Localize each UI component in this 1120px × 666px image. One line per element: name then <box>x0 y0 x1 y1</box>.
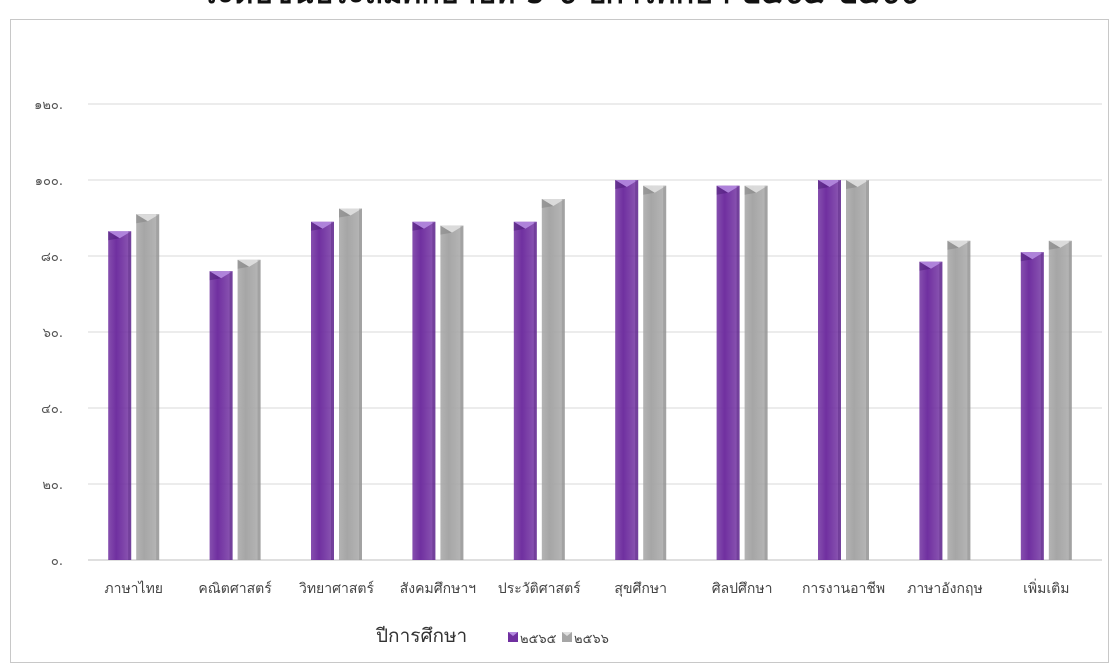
bar <box>846 180 869 560</box>
svg-text:๒๕๖๕: ๒๕๖๕ <box>520 632 557 647</box>
x-tick-label: ภาษาไทย <box>104 580 163 597</box>
bar <box>818 180 841 560</box>
bar <box>513 221 537 561</box>
legend-item: ๒๕๖๖ <box>562 632 609 647</box>
bar <box>339 208 362 560</box>
y-tick-label: ๐. <box>51 554 63 569</box>
bar <box>440 225 464 560</box>
y-tick-label: ๔๐. <box>41 402 63 417</box>
svg-text:๒๕๖๖: ๒๕๖๖ <box>574 632 609 647</box>
bar <box>919 261 943 560</box>
x-axis-title: ปีการศึกษา <box>375 625 467 647</box>
bar <box>744 185 768 560</box>
legend: ปีการศึกษา ๒๕๖๕ ๒๕๖๖ <box>375 625 609 647</box>
bar <box>311 221 334 561</box>
bars <box>108 180 1072 561</box>
y-tick-label: ๑๒๐. <box>34 98 63 113</box>
bar <box>412 221 436 561</box>
x-tick-label: วิทยาศาสตร์ <box>299 580 375 597</box>
x-tick-label: สังคมศึกษาฯ <box>400 581 476 597</box>
bar <box>615 180 639 560</box>
bar <box>136 214 160 560</box>
bar <box>108 231 132 561</box>
x-axis-labels: ภาษาไทย คณิตศาสตร์ วิทยาศาสตร์ สังคมศึกษาฯ ป… <box>104 579 1069 597</box>
bar <box>643 185 667 560</box>
y-tick-label: ๒๐. <box>42 478 63 493</box>
x-tick-label: เพิ่มเติม <box>1023 579 1069 597</box>
bar <box>209 271 233 560</box>
x-tick-label: ประวัติศาสตร์ <box>498 580 581 597</box>
bar <box>947 240 971 561</box>
bar <box>1020 252 1044 560</box>
legend-item: ๒๕๖๕ <box>508 632 557 647</box>
y-tick-label: ๑๐๐. <box>35 174 63 189</box>
bar <box>1048 240 1072 561</box>
x-tick-label: คณิตศาสตร์ <box>198 580 272 597</box>
y-axis-ticks: ๐. ๒๐. ๔๐. ๖๐. ๘๐. ๑๐๐. ๑๒๐. <box>34 98 63 569</box>
bar <box>541 199 565 560</box>
x-tick-label: สุขศึกษา <box>614 581 667 597</box>
bar <box>237 259 261 560</box>
x-tick-label: ภาษาอังกฤษ <box>907 581 983 597</box>
bar <box>716 185 740 560</box>
chart-title: ระดับชั้นประถมศึกษาปีที่ ๑-๖ ปีการศึกษา … <box>0 0 1120 17</box>
x-tick-label: ศิลปศึกษา <box>712 581 773 597</box>
x-tick-label: การงานอาชีพ <box>802 581 885 597</box>
y-tick-label: ๘๐. <box>41 250 63 265</box>
y-tick-label: ๖๐. <box>43 326 63 341</box>
